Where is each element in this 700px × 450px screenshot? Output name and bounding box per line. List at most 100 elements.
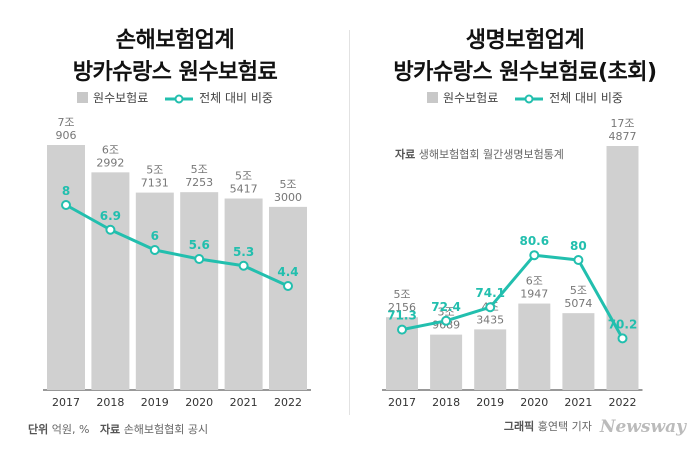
bar-value-label: 4877 [609, 130, 637, 143]
line-point [283, 281, 293, 291]
line-value-label: 74.1 [475, 286, 505, 300]
source-note: 자료 생해보험협회 월간생명보험통계 [395, 146, 564, 162]
line-value-label: 70.2 [608, 317, 638, 331]
x-tick-label: 2019 [141, 396, 169, 409]
x-tick-label: 2019 [476, 396, 504, 409]
bar-value-label: 3조 [438, 306, 455, 319]
line-value-label: 72.4 [431, 300, 461, 314]
legend-line-label: 전체 대비 비중 [549, 91, 623, 105]
bar-value-label: 5074 [564, 297, 592, 310]
bar-value-label: 5조 [191, 163, 208, 176]
line-point [573, 255, 584, 265]
x-tick-label: 2017 [52, 396, 80, 409]
bar [430, 334, 463, 390]
legend: 원수보험료 전체 대비 비중 [0, 89, 350, 106]
bar [135, 192, 174, 390]
legend: 원수보험료 전체 대비 비중 [350, 89, 700, 106]
line-point [485, 302, 496, 313]
line-value-label: 5.6 [189, 238, 210, 252]
x-tick-label: 2021 [564, 396, 592, 409]
legend-line-item: 전체 대비 비중 [164, 89, 273, 106]
nonlife-chart: 7조90620176조299220185조713120195조725320205… [43, 116, 311, 409]
share-line [401, 253, 624, 340]
bar [606, 146, 639, 390]
bar-value-label: 5조 [235, 170, 252, 183]
bar-value-label: 7131 [141, 177, 169, 190]
line-point [617, 333, 628, 344]
bar [562, 313, 595, 390]
legend-line-swatch [165, 94, 194, 103]
legend-bar-swatch [77, 92, 89, 103]
line-point [529, 250, 540, 261]
bar [474, 329, 507, 390]
bar-value-label: 7조 [57, 116, 74, 129]
line-point [397, 324, 407, 335]
life-chart: 5조215620173조968920184조343520196조19472020… [382, 117, 643, 409]
bar-value-label: 1947 [520, 288, 548, 301]
line-value-label: 6.9 [100, 209, 121, 223]
bar-value-label: 6조 [526, 275, 543, 288]
line-value-label: 4.4 [277, 265, 298, 279]
footer-left: 단위 억원, % 자료 손해보험협회 공시 [28, 421, 208, 437]
brand-logo: Newsway [599, 417, 686, 437]
source-text: 손해보험협회 공시 [123, 423, 209, 436]
chart-title-line1: 손해보험업계 [115, 28, 235, 53]
unit-text: 억원, % [51, 423, 90, 436]
chart-title-line2: 방카슈랑스 원수보험료(초회) [393, 60, 657, 85]
source-label: 자료 [99, 423, 121, 436]
panel-divider [349, 30, 350, 415]
bar-value-label: 2992 [96, 156, 124, 169]
life-panel: 생명보험업계 방카슈랑스 원수보험료(초회) 원수보험료 전체 대비 비중 5조… [350, 0, 700, 450]
bar-value-label: 3435 [476, 313, 504, 326]
legend-bar-item: 원수보험료 [77, 89, 148, 106]
bar-value-label: 5조 [146, 164, 163, 177]
bar [180, 192, 219, 390]
bar [47, 145, 85, 390]
x-tick-label: 2020 [520, 396, 548, 409]
line-point [238, 260, 249, 271]
line-point [194, 254, 205, 264]
legend-line-label: 전체 대비 비중 [199, 91, 273, 105]
chart-title-line1: 생명보험업계 [465, 28, 585, 53]
x-tick-label: 2018 [96, 396, 124, 409]
bar-value-label: 5조 [279, 178, 296, 191]
line-value-label: 80 [570, 239, 587, 253]
bar [518, 303, 551, 390]
graphic-label: 그래픽 [503, 420, 535, 433]
line-point [61, 200, 71, 210]
source-note-text: 생해보험협회 월간생명보험통계 [418, 148, 564, 161]
bar-value-label: 906 [56, 129, 77, 142]
line-value-label: 80.6 [519, 234, 549, 248]
bar-value-label: 2156 [388, 301, 416, 314]
x-tick-label: 2020 [185, 396, 213, 409]
legend-bar-item: 원수보험료 [427, 89, 498, 106]
legend-bar-swatch [427, 92, 439, 103]
legend-line-item: 전체 대비 비중 [514, 89, 623, 106]
bar-value-label: 5조 [393, 288, 410, 301]
legend-line-swatch [515, 94, 544, 103]
nonlife-panel: 손해보험업계 방카슈랑스 원수보험료 원수보험료 전체 대비 비중 7조 906 2… [0, 28, 350, 409]
line-point [105, 224, 116, 235]
legend-bar-label: 원수보험료 [93, 91, 149, 105]
bar-value-label: 17조 [610, 117, 634, 130]
bar-value-label: 3000 [274, 191, 302, 204]
unit-label: 단위 [28, 423, 49, 436]
x-tick-label: 2018 [432, 396, 460, 409]
bar-value-label: 5조 [570, 284, 587, 297]
bar [224, 198, 263, 390]
line-point [441, 315, 452, 326]
bar-value-label: 5417 [230, 183, 258, 196]
bar-value-label: 6조 [102, 143, 119, 156]
x-tick-label: 2021 [230, 396, 258, 409]
bar-value-label: 7253 [185, 176, 213, 189]
chart-title-line2: 방카슈랑스 원수보험료 [72, 60, 278, 85]
line-value-label: 8 [62, 184, 70, 198]
share-line [65, 203, 289, 288]
footer-right: 그래픽 홍연택 기자 Newsway [504, 417, 686, 437]
x-tick-label: 2017 [388, 396, 416, 409]
legend-bar-label: 원수보험료 [443, 91, 499, 105]
graphic-credit: 홍연택 기자 [537, 420, 592, 433]
bar [91, 172, 130, 390]
line-value-label: 71.3 [387, 309, 417, 323]
bar [269, 206, 307, 390]
